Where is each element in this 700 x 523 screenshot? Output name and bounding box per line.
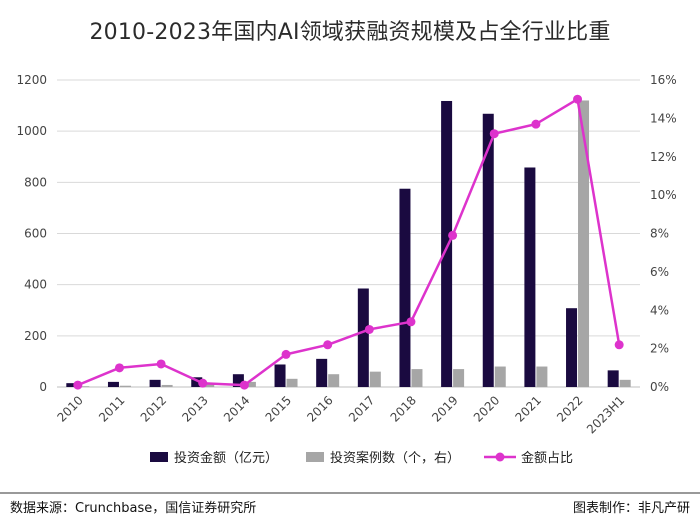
share-point — [614, 340, 624, 350]
bar-amount — [149, 379, 161, 387]
bar-amount — [357, 288, 369, 387]
x-tick-label: 2020 — [471, 393, 502, 424]
x-tick-label: 2012 — [138, 393, 169, 424]
x-tick-label: 2011 — [96, 393, 127, 424]
share-point — [198, 378, 208, 388]
y-left-tick-label: 400 — [24, 278, 47, 292]
bar-cases — [494, 366, 506, 387]
share-point — [489, 129, 499, 139]
y-right-tick-label: 8% — [650, 227, 669, 241]
bar-cases — [411, 369, 423, 387]
bar-cases — [578, 100, 590, 387]
x-tick-label: 2019 — [429, 393, 460, 424]
bar-amount — [441, 100, 453, 387]
share-point — [156, 359, 166, 369]
bar-amount — [316, 358, 328, 387]
bar-amount — [274, 364, 286, 387]
x-tick-label: 2018 — [388, 393, 419, 424]
bar-cases — [453, 369, 465, 387]
share-line — [73, 94, 624, 390]
y-left-tick-label: 0 — [39, 380, 47, 394]
gridlines — [57, 79, 640, 388]
share-point — [364, 324, 374, 334]
bar-cases — [619, 379, 631, 387]
bar-amount — [482, 113, 494, 388]
share-point — [406, 317, 416, 327]
y-right-tick-label: 12% — [650, 150, 677, 164]
legend-label-share: 金额占比 — [521, 450, 573, 466]
share-line-path — [77, 97, 621, 387]
y-axis-right: 0% 2% 4% 6% 8% 10% 12% 14% 16% — [650, 73, 677, 394]
bar-cases — [161, 384, 173, 387]
y-right-tick-label: 6% — [650, 265, 669, 279]
bar-cases — [203, 384, 215, 387]
share-point — [114, 363, 124, 373]
y-right-tick-label: 14% — [650, 111, 677, 125]
bar-amount — [232, 374, 244, 387]
bar-cases — [78, 386, 90, 387]
y-left-tick-label: 200 — [24, 329, 47, 343]
share-point — [73, 380, 83, 390]
y-axis-left: 0 200 400 600 800 1000 1200 — [16, 73, 47, 394]
x-tick-label: 2022 — [554, 393, 585, 424]
x-tick-label: 2015 — [263, 393, 294, 424]
y-left-tick-label: 600 — [24, 227, 47, 241]
legend-label-cases: 投资案例数（个，右） — [330, 450, 460, 466]
y-right-tick-label: 10% — [650, 188, 677, 202]
bar-amount — [607, 370, 619, 387]
x-tick-label: 2010 — [54, 393, 85, 424]
footer-credit: 图表制作：非凡产研 — [573, 501, 690, 516]
x-tick-label: 2016 — [304, 393, 335, 424]
y-left-tick-label: 1000 — [16, 124, 47, 138]
share-point — [448, 230, 458, 240]
bar-cases — [369, 371, 381, 387]
legend-swatch-amount — [150, 452, 168, 462]
bar-cases — [536, 366, 548, 387]
legend-swatch-share-dot — [495, 452, 505, 462]
y-right-tick-label: 16% — [650, 73, 677, 87]
x-tick-label: 2023H1 — [584, 393, 627, 436]
share-point — [531, 119, 541, 129]
x-tick-label: 2014 — [221, 393, 252, 424]
bar-amount — [399, 188, 411, 387]
x-axis: 2010 2011 2012 2013 2014 2015 2016 2017 2018 2019… — [54, 393, 627, 436]
y-left-tick-label: 800 — [24, 175, 47, 189]
bar-cases — [286, 378, 298, 387]
bar-amount — [566, 308, 578, 387]
x-tick-label: 2013 — [179, 393, 210, 424]
legend-label-amount: 投资金额（亿元） — [174, 450, 278, 466]
share-point — [573, 94, 583, 104]
y-right-tick-label: 0% — [650, 380, 669, 394]
legend: 投资金额（亿元） 投资案例数（个，右） 金额占比 — [150, 450, 573, 466]
bar-cases — [328, 374, 340, 387]
bar-cases — [244, 381, 256, 387]
bar-amount — [191, 377, 203, 387]
y-left-tick-label: 1200 — [16, 73, 47, 87]
x-tick-label: 2017 — [346, 393, 377, 424]
x-tick-label: 2021 — [513, 393, 544, 424]
share-point — [239, 380, 249, 390]
bar-amount — [524, 167, 536, 387]
y-right-tick-label: 2% — [650, 342, 669, 356]
share-point — [281, 349, 291, 359]
bar-amount — [107, 381, 119, 387]
footer-source: 数据来源：Crunchbase，国信证券研究所 — [10, 500, 256, 516]
bar-amount — [66, 383, 78, 387]
chart-title: 2010-2023年国内AI领域获融资规模及占全行业比重 — [89, 20, 611, 45]
bars — [66, 100, 631, 388]
legend-swatch-cases — [306, 452, 324, 462]
bar-cases — [119, 385, 131, 387]
share-point — [323, 340, 333, 350]
y-right-tick-label: 4% — [650, 303, 669, 317]
